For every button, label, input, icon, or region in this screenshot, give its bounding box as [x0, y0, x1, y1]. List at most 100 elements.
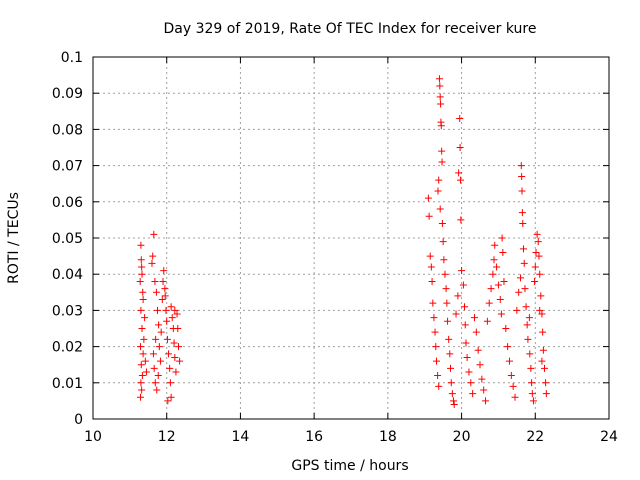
data-point	[493, 263, 501, 271]
data-point	[536, 270, 544, 278]
data-point	[162, 306, 170, 314]
y-tick-label: 0.03	[52, 303, 83, 319]
data-point	[472, 328, 480, 336]
data-point	[487, 285, 495, 293]
data-point	[424, 194, 432, 202]
y-tick-label: 0.01	[52, 376, 83, 392]
data-point	[154, 306, 161, 314]
data-point	[509, 382, 517, 390]
data-point	[441, 270, 449, 278]
y-tick-label: 0.02	[52, 340, 83, 356]
data-point	[164, 397, 172, 405]
data-point	[159, 277, 167, 285]
data-point	[432, 343, 440, 351]
data-point	[528, 379, 536, 387]
x-tick-label: 14	[232, 429, 250, 445]
data-point	[156, 357, 164, 365]
data-point	[170, 339, 178, 347]
data-point	[171, 353, 179, 361]
data-point	[538, 310, 546, 318]
y-axis-title: ROTI / TECUs	[6, 192, 22, 284]
data-point	[532, 248, 540, 256]
data-point	[155, 321, 163, 329]
data-point	[455, 169, 463, 177]
data-point	[476, 361, 484, 369]
data-point	[436, 93, 444, 101]
data-point	[502, 325, 510, 332]
data-point	[436, 205, 444, 213]
data-point	[519, 220, 527, 228]
y-tick-label: 0.09	[52, 86, 83, 102]
data-point	[452, 310, 460, 318]
data-point	[478, 375, 486, 383]
x-tick-label: 22	[526, 429, 544, 445]
data-point	[435, 75, 443, 83]
data-point	[427, 263, 435, 271]
data-point	[439, 238, 447, 246]
data-point	[172, 368, 180, 376]
x-tick-labels: 10 12 14 16 18 20 22 24	[84, 429, 618, 445]
data-point	[505, 357, 513, 365]
data-point	[426, 252, 434, 260]
data-point	[437, 122, 445, 130]
data-point	[175, 343, 183, 351]
data-point	[454, 292, 462, 300]
data-point	[140, 335, 148, 343]
data-point	[434, 187, 442, 195]
data-point	[461, 321, 469, 329]
data-point	[438, 220, 446, 228]
data-point	[447, 379, 455, 387]
data-point	[542, 379, 550, 387]
data-point	[531, 277, 539, 285]
data-point	[511, 393, 519, 401]
data-point	[137, 306, 145, 314]
data-point	[499, 248, 507, 256]
data-point	[491, 241, 499, 249]
data-point	[174, 325, 182, 332]
data-point	[430, 314, 438, 322]
data-point	[542, 390, 550, 398]
data-point	[166, 364, 174, 372]
data-point	[137, 393, 145, 401]
data-point	[494, 281, 502, 289]
data-point	[142, 368, 150, 376]
data-point	[541, 364, 548, 372]
x-tick-label: 12	[158, 429, 176, 445]
y-tick-labels: 0 0.01 0.02 0.03 0.04 0.05 0.06 0.07 0.08 0.09 0.1	[52, 50, 83, 428]
x-tick-label: 16	[305, 429, 323, 445]
data-point	[447, 364, 455, 372]
data-point	[485, 299, 493, 307]
data-point	[445, 335, 453, 343]
data-point	[456, 176, 464, 184]
data-point	[435, 382, 443, 390]
data-point	[480, 386, 488, 394]
data-point	[497, 310, 505, 318]
data-point	[137, 361, 145, 369]
data-point	[138, 325, 146, 332]
x-tick-label: 20	[453, 429, 471, 445]
data-point	[151, 379, 159, 387]
data-point	[448, 390, 456, 398]
data-point	[463, 353, 471, 361]
data-point	[517, 274, 525, 282]
data-point	[138, 263, 146, 271]
data-point	[433, 357, 441, 365]
data-point	[154, 372, 162, 380]
tick-marks	[92, 56, 610, 420]
data-point	[151, 277, 159, 285]
data-point	[474, 346, 482, 354]
data-point	[167, 303, 175, 311]
data-point	[470, 314, 478, 322]
data-point	[534, 238, 542, 246]
data-point	[521, 285, 529, 293]
data-point	[136, 277, 144, 285]
y-tick-label: 0	[74, 412, 83, 428]
data-point	[456, 115, 464, 123]
data-point	[538, 357, 546, 365]
data-point	[526, 350, 534, 358]
data-point	[523, 321, 531, 329]
data-point	[483, 317, 491, 325]
data-point	[518, 209, 526, 217]
data-point	[163, 317, 171, 325]
